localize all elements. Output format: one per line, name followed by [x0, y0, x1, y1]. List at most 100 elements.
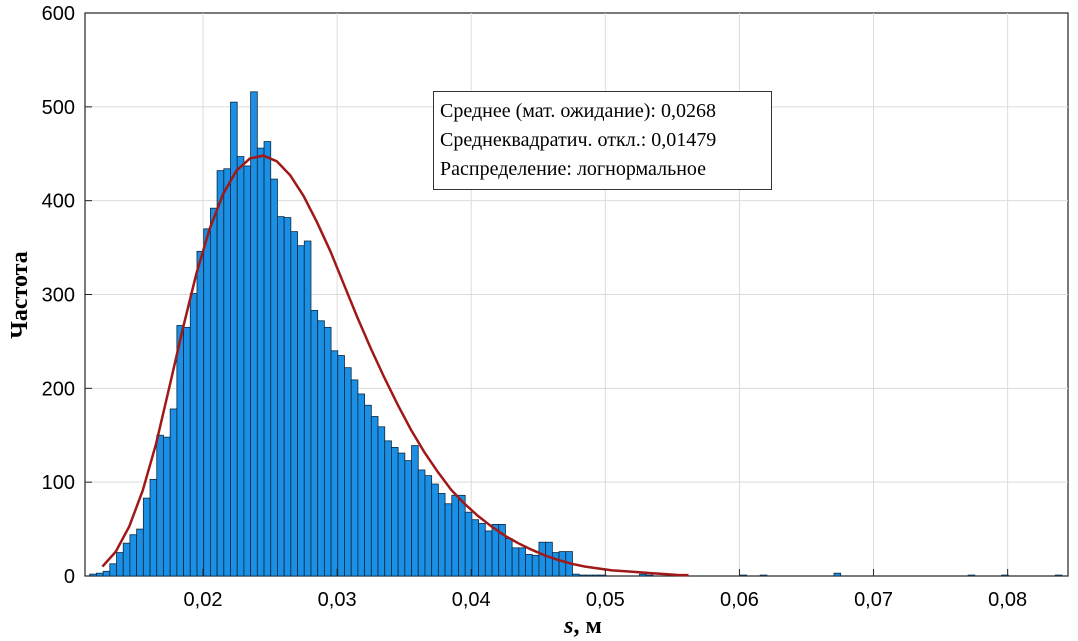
histogram-bar [364, 404, 372, 577]
histogram-bar [116, 552, 124, 577]
y-tick-label: 0 [64, 566, 75, 588]
histogram-bar [176, 325, 184, 577]
x-tick-label: 0,03 [318, 589, 357, 611]
histogram-bar [196, 250, 205, 577]
histogram-bar [290, 231, 298, 577]
histogram-bar [833, 572, 842, 577]
histogram-bar [337, 355, 345, 577]
histogram-bar [357, 393, 366, 577]
legend-distribution: Распределение: логнормальное [440, 158, 707, 180]
histogram-bar [330, 350, 339, 577]
histogram-bar [243, 165, 252, 577]
histogram-bar [511, 547, 520, 577]
y-tick-label: 300 [42, 285, 75, 307]
histogram-bars [89, 91, 1063, 577]
histogram-bar [223, 168, 231, 577]
y-tick-label: 100 [42, 472, 75, 494]
histogram-bar [149, 478, 158, 577]
x-axis-unit: , м [573, 613, 601, 639]
histogram-bar [967, 574, 976, 577]
histogram-bar [759, 574, 768, 577]
y-tick-label: 500 [42, 97, 75, 119]
histogram-bar [122, 542, 131, 577]
histogram-bar [1001, 574, 1009, 577]
y-axis-title: Частота [7, 251, 33, 339]
histogram-bar [464, 511, 473, 577]
histogram-bar [209, 207, 218, 577]
histogram-bar [417, 469, 426, 577]
histogram-bar [444, 503, 453, 577]
histogram-bar [384, 440, 392, 577]
histogram-bar [1054, 574, 1063, 577]
histogram-bar [109, 563, 117, 577]
y-axis-ticks: 0 100 200 300 400 500 600 [42, 3, 92, 588]
histogram-bar [317, 320, 325, 577]
y-tick-label: 400 [42, 191, 75, 213]
histogram-bar [645, 574, 654, 577]
lognormal-fit-curve [101, 154, 689, 577]
stats-legend-box: Среднее (мат. ожидание): 0,0268 Среднекв… [433, 91, 772, 190]
histogram-bar [344, 367, 352, 577]
histogram-bar [323, 326, 332, 577]
y-tick-label: 200 [42, 378, 75, 400]
histogram-bar [102, 570, 111, 577]
histogram-bar [303, 240, 312, 577]
histogram-bar [169, 408, 178, 577]
histogram-bar [639, 573, 647, 577]
histogram-bar [404, 460, 412, 577]
x-tick-label: 0,06 [720, 589, 759, 611]
histogram-bar [538, 541, 547, 577]
histogram-bar [163, 436, 171, 577]
histogram-bar [551, 552, 560, 577]
histogram-bar [518, 547, 526, 577]
histogram-bar [585, 574, 593, 577]
histogram-bar [431, 483, 439, 577]
histogram-bar [203, 228, 211, 577]
histogram-bar [156, 434, 164, 577]
histogram-bar [270, 178, 278, 577]
histogram-bar [250, 91, 258, 577]
histogram-bar [437, 493, 446, 577]
histogram-bar [578, 574, 587, 577]
histogram-bar [236, 156, 245, 577]
histogram-bar [397, 452, 406, 577]
histogram-bar [136, 528, 144, 577]
x-axis-symbol: s [563, 613, 573, 639]
histogram-bar [424, 475, 433, 577]
x-tick-label: 0,05 [586, 589, 625, 611]
x-axis-title: s, м [563, 613, 602, 639]
histogram-bar [531, 554, 540, 577]
histogram-bar [310, 310, 319, 577]
histogram-bar [458, 494, 466, 577]
histogram-bar [558, 551, 567, 577]
legend-std: Среднеквадратич. откл.: 0,01479 [440, 129, 717, 151]
y-tick-label: 600 [42, 3, 75, 25]
histogram-bar [592, 574, 600, 577]
histogram-bar [283, 217, 292, 577]
histogram-bar [189, 293, 198, 577]
histogram-bar [545, 541, 553, 577]
histogram-bar [377, 426, 386, 577]
histogram-bar [505, 538, 513, 577]
histogram-bar [484, 530, 493, 577]
histogram-bar [142, 497, 151, 577]
histogram-bar [370, 416, 379, 577]
histogram-bar [572, 573, 580, 577]
histogram-bar [256, 147, 265, 577]
histogram-bar [129, 534, 138, 577]
histogram-bar [451, 494, 459, 577]
histogram-bar [525, 554, 533, 577]
histogram-bar [598, 574, 607, 577]
x-tick-label: 0,04 [452, 589, 491, 611]
x-tick-label: 0,02 [184, 589, 223, 611]
histogram-bar [471, 519, 480, 577]
x-axis-ticks: 0,02 0,03 0,04 0,05 0,06 0,07 0,08 [184, 569, 1027, 611]
histogram-bar [95, 572, 104, 577]
histogram-bar [739, 574, 748, 577]
legend-mean: Среднее (мат. ожидание): 0,0268 [440, 100, 716, 122]
histogram-bar [277, 216, 285, 577]
x-tick-label: 0,08 [988, 589, 1027, 611]
histogram-bar [216, 170, 225, 577]
histogram-bar [391, 447, 399, 577]
histogram-bar [183, 326, 191, 577]
